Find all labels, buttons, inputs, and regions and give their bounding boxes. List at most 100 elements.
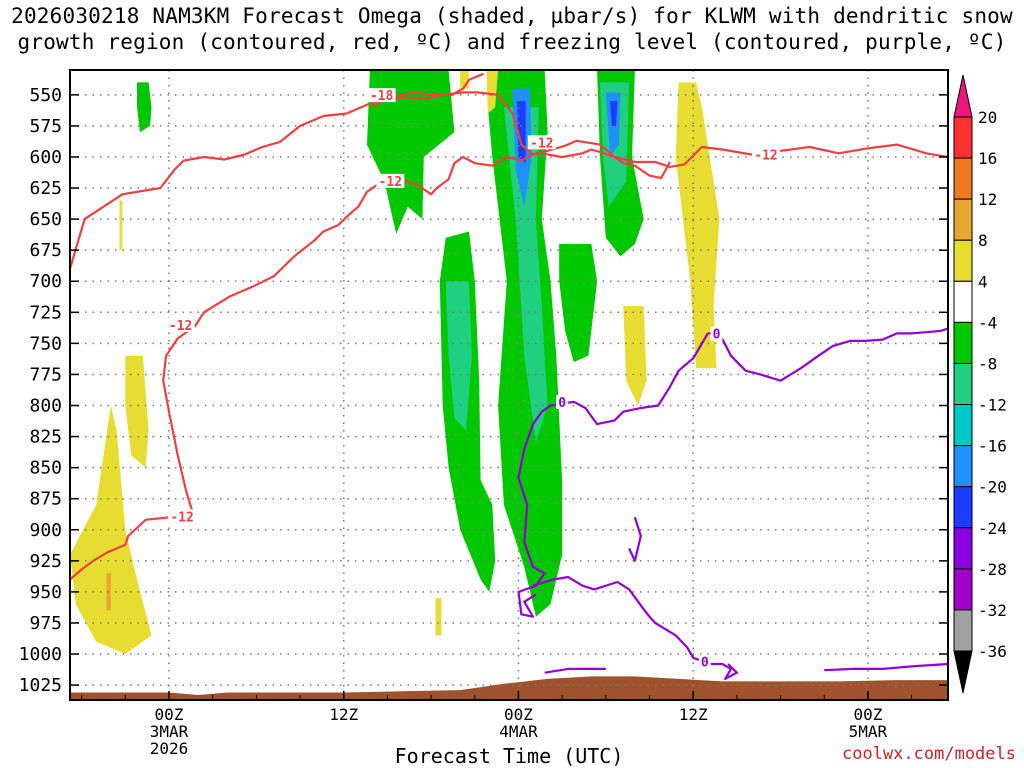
y-tick-label-700: 700	[29, 271, 62, 292]
colorbar-bin-12	[953, 157, 973, 200]
y-tick-label-675: 675	[29, 240, 62, 261]
omega-region-teal-band-b	[445, 281, 472, 431]
freezing-contour-4	[824, 662, 948, 672]
y-tick-label-850: 850	[29, 458, 62, 479]
x-tick-label-0-0: 00Z	[155, 705, 184, 724]
colorbar-bin--16	[953, 404, 973, 447]
dgz-label-5: -12	[170, 510, 193, 525]
freezing-contour-2	[532, 575, 739, 681]
colorbar-label--32: -32	[978, 601, 1007, 620]
colorbar-bin-4	[953, 239, 973, 282]
colorbar-label-4: 4	[978, 272, 988, 291]
omega-region-green-patch-right	[559, 244, 598, 362]
y-tick-label-800: 800	[29, 396, 62, 417]
colorbar-label--36: -36	[978, 642, 1007, 661]
chart-title-line2: growth region (contoured, red, ºC) and f…	[17, 30, 1007, 54]
contour-label-layer: -18 -12 -12 -12 -12 -12 0 0 0	[166, 88, 780, 671]
ground-layer	[70, 676, 948, 700]
freezing-label-1: 0	[558, 396, 566, 411]
dgz-contour-1	[70, 91, 948, 270]
omega-region-yellow-thin-left	[119, 200, 123, 251]
colorbar-top-arrow	[953, 74, 973, 118]
colorbar-bottom-arrow	[953, 650, 973, 694]
y-axis: 550 575 600 625 650 675 700 725 750 775 800 825 850 8…	[19, 85, 948, 696]
dgz-label-4: -12	[754, 149, 777, 164]
x-tick-label-24-0: 00Z	[504, 705, 533, 724]
ground-surface	[70, 676, 948, 700]
colorbar-label-8: 8	[978, 231, 988, 250]
y-tick-label-725: 725	[29, 302, 62, 323]
freezing-label-0: 0	[713, 328, 721, 343]
colorbar-label--12: -12	[978, 396, 1007, 415]
contour-layer	[70, 72, 948, 681]
y-tick-label-625: 625	[29, 178, 62, 199]
omega-region-yellow-mid-right	[623, 306, 647, 406]
freezing-label-bg-0	[710, 326, 723, 341]
dgz-label-bg-2	[376, 173, 405, 188]
colorbar-bin--8	[953, 321, 973, 364]
credit-text: coolwx.com/models	[842, 744, 1016, 764]
omega-region-darkblue-core-b	[610, 101, 618, 126]
colorbar-label--4: -4	[978, 313, 997, 332]
colorbar-bin--4	[953, 280, 973, 323]
omega-region-yellow-speck	[435, 598, 442, 636]
dgz-label-bg-3	[166, 317, 195, 332]
y-tick-label-750: 750	[29, 333, 62, 354]
omega-shading-layer	[70, 70, 720, 654]
x-axis-title: Forecast Time (UTC)	[395, 744, 624, 768]
freezing-contour-5	[628, 516, 642, 562]
colorbar-label-16: 16	[978, 149, 997, 168]
colorbar-legend: 20 16 12 8 4 -4 -8 -12 -16 -20 -24 -28 -32 -36	[953, 74, 1007, 694]
colorbar-bin--28	[953, 527, 973, 570]
omega-region-green-column-early	[137, 82, 152, 133]
y-tick-label-1000: 1000	[19, 644, 62, 665]
colorbar-label-12: 12	[978, 190, 997, 209]
colorbar-label--8: -8	[978, 354, 997, 373]
omega-region-yellow-upper-right	[675, 82, 720, 369]
omega-region-yellow-top-b	[486, 70, 499, 114]
y-tick-label-550: 550	[29, 85, 62, 106]
y-tick-label-825: 825	[29, 427, 62, 448]
colorbar-bin--32	[953, 568, 973, 611]
freezing-label-2: 0	[701, 656, 709, 671]
x-tick-label-48-0: 00Z	[853, 705, 882, 724]
x-tick-label-0-1: 3MAR	[150, 722, 189, 741]
freezing-label-bg-2	[698, 654, 711, 669]
colorbar-bin-8	[953, 198, 973, 241]
y-tick-label-600: 600	[29, 147, 62, 168]
colorbar-label--24: -24	[978, 519, 1007, 538]
dgz-label-1: -12	[530, 136, 553, 151]
y-tick-label-1025: 1025	[19, 675, 62, 696]
y-tick-label-650: 650	[29, 209, 62, 230]
dgz-label-bg-5	[168, 509, 197, 524]
x-tick-label-36-0: 12Z	[679, 705, 708, 724]
x-tick-label-24-1: 4MAR	[499, 722, 538, 741]
colorbar-label--28: -28	[978, 560, 1007, 579]
omega-region-teal-band-a	[503, 107, 548, 443]
y-tick-label-900: 900	[29, 520, 62, 541]
x-tick-label-12-0: 12Z	[329, 705, 358, 724]
x-tick-label-48-1: 5MAR	[849, 722, 888, 741]
chart-title-line1: 2026030218 NAM3KM Forecast Omega (shaded…	[11, 4, 1013, 28]
colorbar-label-20: 20	[978, 108, 997, 127]
dgz-label-bg-4	[751, 147, 780, 162]
y-tick-label-775: 775	[29, 364, 62, 385]
plot-frame	[69, 69, 949, 701]
omega-region-yellow-mid-left	[125, 355, 149, 468]
y-tick-label-950: 950	[29, 582, 62, 603]
dgz-label-bg-0	[367, 88, 396, 103]
colorbar-bin--36	[953, 609, 973, 652]
dgz-label-bg-1	[527, 135, 556, 150]
dgz-label-2: -12	[379, 175, 402, 190]
dgz-label-3: -12	[169, 319, 192, 334]
freezing-contour-1	[517, 332, 709, 618]
colorbar-bin-16	[953, 116, 973, 159]
y-tick-label-925: 925	[29, 551, 62, 572]
colorbar-label--20: -20	[978, 478, 1007, 497]
freezing-contour-0	[707, 327, 948, 382]
colorbar-bin--20	[953, 445, 973, 488]
y-tick-label-875: 875	[29, 489, 62, 510]
colorbar-bin--24	[953, 486, 973, 529]
